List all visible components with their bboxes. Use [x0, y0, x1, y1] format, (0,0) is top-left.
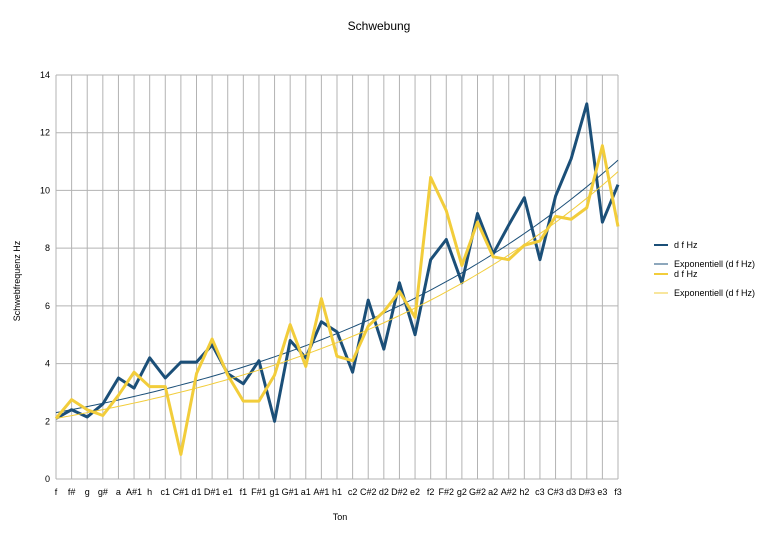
x-tick-label: f# [68, 487, 76, 497]
y-tick-label: 10 [40, 185, 50, 195]
x-tick-label: d1 [191, 487, 201, 497]
x-tick-label: h2 [519, 487, 529, 497]
x-tick-label: C#1 [173, 487, 190, 497]
y-tick-label: 6 [45, 301, 50, 311]
x-tick-label: f3 [614, 487, 622, 497]
x-tick-label: e3 [597, 487, 607, 497]
series-line [54, 144, 620, 456]
x-tick-label: h1 [332, 487, 342, 497]
x-tick-label: e1 [223, 487, 233, 497]
legend-entry: Exponentiell (d f Hz) [674, 259, 755, 269]
series-line [55, 102, 620, 423]
x-tick-labels: f f# g g# a A#1 h c1 C#1 d1 D#1 e1 f1 F#1 g1 G#1 a1 A#1 h1… [55, 487, 622, 497]
x-tick-label: d2 [379, 487, 389, 497]
legend-entry: d f Hz [674, 269, 698, 279]
x-tick-label: g# [98, 487, 108, 497]
y-axis-label: Schwebfrequenz Hz [12, 240, 22, 321]
y-tick-labels: 0 2 4 6 8 10 12 14 [40, 70, 50, 484]
series-lines [54, 102, 620, 456]
y-tick-label: 14 [40, 70, 50, 80]
x-tick-label: G#1 [282, 487, 299, 497]
y-tick-label: 2 [45, 416, 50, 426]
x-tick-label: g2 [457, 487, 467, 497]
x-tick-label: F#1 [251, 487, 267, 497]
x-tick-label: f2 [427, 487, 435, 497]
x-tick-label: d3 [566, 487, 576, 497]
x-tick-label: F#2 [439, 487, 455, 497]
x-tick-label: c2 [348, 487, 358, 497]
legend-entry: Exponentiell (d f Hz) [674, 288, 755, 298]
x-tick-label: A#1 [313, 487, 329, 497]
x-tick-label: c3 [535, 487, 545, 497]
x-tick-label: G#2 [469, 487, 486, 497]
y-tick-label: 0 [45, 474, 50, 484]
y-tick-label: 12 [40, 128, 50, 138]
x-tick-label: h [147, 487, 152, 497]
grid [55, 74, 619, 480]
x-tick-label: g1 [270, 487, 280, 497]
x-tick-label: C#2 [360, 487, 377, 497]
x-tick-label: f [55, 487, 58, 497]
trend-line [55, 171, 619, 419]
trend-line [55, 159, 619, 414]
y-tick-label: 8 [45, 243, 50, 253]
x-tick-label: a [116, 487, 121, 497]
x-tick-label: D#2 [391, 487, 408, 497]
x-tick-label: e2 [410, 487, 420, 497]
y-tick-label: 4 [45, 359, 50, 369]
x-tick-label: D#1 [204, 487, 221, 497]
x-tick-label: A#1 [126, 487, 142, 497]
x-tick-label: f1 [240, 487, 248, 497]
x-tick-label: a2 [488, 487, 498, 497]
x-tick-label: c1 [161, 487, 171, 497]
x-tick-label: a1 [301, 487, 311, 497]
x-tick-label: g [85, 487, 90, 497]
x-tick-label: D#3 [579, 487, 596, 497]
chart-title: Schwebung [348, 19, 411, 33]
x-tick-label: A#2 [501, 487, 517, 497]
legend-entry: d f Hz [674, 240, 698, 250]
x-tick-label: C#3 [547, 487, 564, 497]
x-axis-label: Ton [333, 512, 348, 522]
